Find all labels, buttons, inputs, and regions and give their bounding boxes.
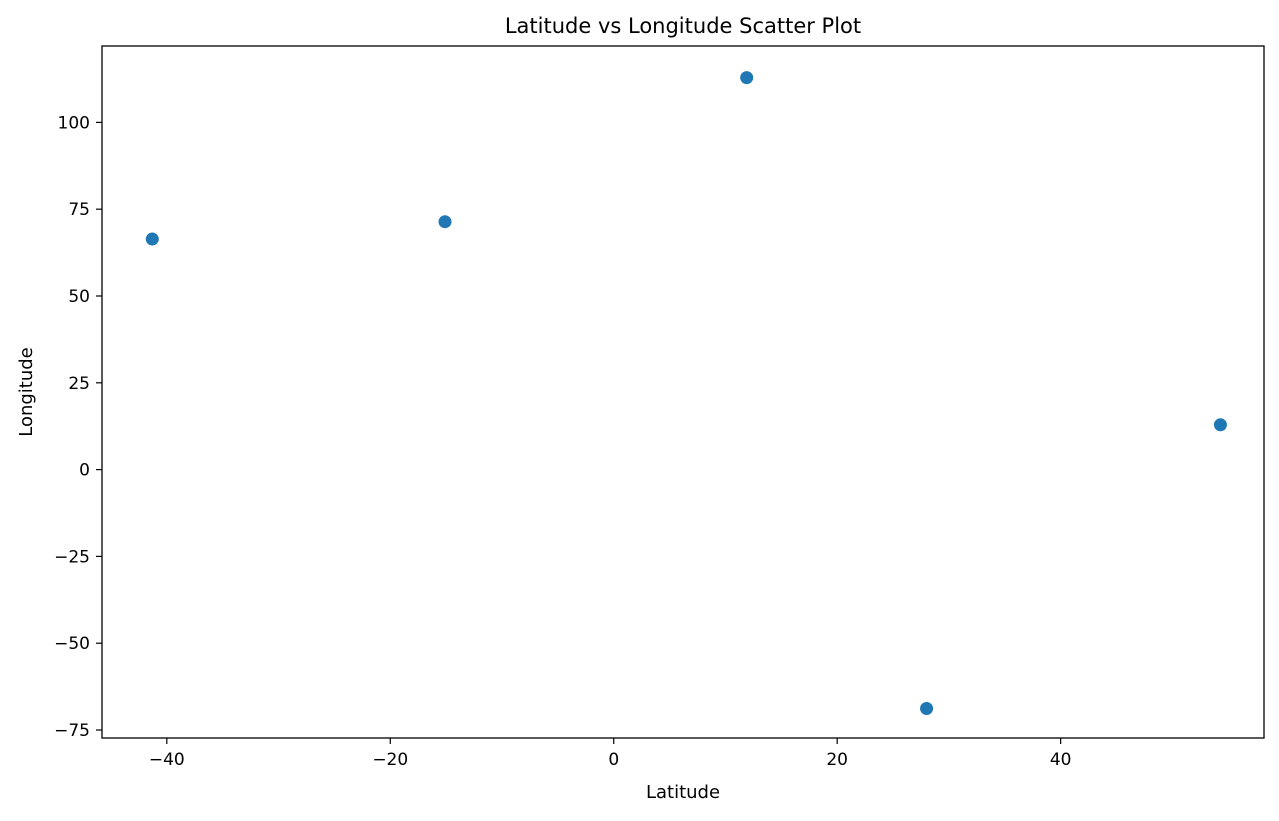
y-axis-ticks: −75 −50 −25 0 25 50 75 100	[54, 113, 102, 741]
x-axis-label: Latitude	[646, 782, 720, 803]
y-tick-label: 25	[68, 374, 90, 394]
y-axis-label: Longitude	[16, 347, 37, 437]
y-tick-label: −75	[54, 721, 90, 741]
y-tick-label: 50	[68, 287, 90, 307]
x-axis-ticks: −40 −20 0 20 40	[149, 738, 1072, 770]
data-points	[145, 71, 1227, 715]
plot-frame	[101, 45, 1265, 739]
y-tick-label: −50	[54, 634, 90, 654]
y-tick-label: −25	[54, 547, 90, 567]
y-tick-label: 75	[68, 200, 90, 220]
scatter-point-1	[145, 232, 159, 246]
x-tick-label: −20	[372, 750, 408, 770]
scatter-point-3	[740, 71, 754, 85]
scatter-point-2	[438, 215, 452, 229]
x-tick-label: −40	[149, 750, 185, 770]
y-tick-label: 100	[58, 113, 90, 133]
scatter-point-5	[1213, 418, 1227, 432]
x-tick-label: 40	[1050, 750, 1072, 770]
scatter-point-4	[920, 701, 934, 715]
y-tick-label: 0	[79, 461, 90, 481]
chart-title: Latitude vs Longitude Scatter Plot	[505, 14, 861, 38]
x-tick-label: 20	[826, 750, 848, 770]
x-tick-label: 0	[608, 750, 619, 770]
